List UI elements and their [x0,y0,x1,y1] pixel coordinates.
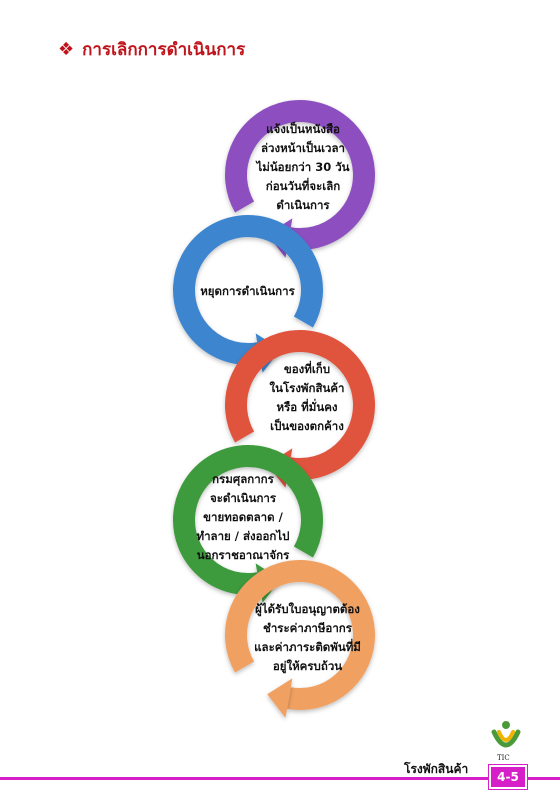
flow-step-line: หรือ ที่มั่นคง [276,400,338,414]
flow-arrowhead-5 [267,678,293,718]
flow-step-line: ทำลาย / ส่งออกไป [196,529,290,543]
flow-step-1-text: แจ้งเป็นหนังสือล่วงหน้าเป็นเวลาไม่น้อยกว… [248,120,358,215]
page-number-badge: 4-5 [489,765,527,789]
flow-arrow-2 [173,215,323,365]
flow-step-line: ของที่เก็บ [283,362,331,376]
flow-step-line: ไม่น้อยกว่า 30 วัน [256,160,350,174]
flow-step-line: ดำเนินการ [276,198,330,212]
flow-step-line: จะดำเนินการ [209,491,277,505]
flow-step-line: นอกราชอาณาจักร [196,548,290,562]
flow-step-line: และค่าภาระติดพันที่มี [254,640,361,654]
flow-arrow-5 [225,560,375,710]
flow-step-4-text: กรมศุลกากรจะดำเนินการขายทอดตลาด / ทำลาย /… [183,470,303,565]
tic-logo-icon [491,721,521,748]
flow-step-3-text: ของที่เก็บในโรงพักสินค้าหรือ ที่มั่นคงเป… [252,360,362,436]
flow-step-line: เป็นของตกค้าง [270,419,344,433]
diamond-bullet-icon: ❖ [58,38,75,60]
footer-label: โรงพักสินค้า [404,762,469,776]
flow-step-line: ผู้ได้รับใบอนุญาตต้อง [255,602,360,616]
flow-step-line: ล่วงหน้าเป็นเวลา [260,141,345,155]
flow-step-line: ขายทอดตลาด / [203,510,283,524]
section-heading: ❖ การเลิกการดำเนินการ [58,36,245,63]
flow-step-line: ในโรงพักสินค้า [269,381,345,395]
flow-step-line: แจ้งเป็นหนังสือ [266,122,340,136]
flow-arrow-1 [225,100,375,250]
section-title: การเลิกการดำเนินการ [82,40,246,60]
footer-rule [0,777,560,780]
logo-label: TIC [497,754,510,762]
flow-step-line: ชำระค่าภาษีอากร [263,621,352,635]
flow-step-line: ก่อนวันที่จะเลิก [265,179,341,193]
flow-arrow-4 [173,445,323,595]
flow-step-line: กรมศุลกากร [212,472,274,486]
flow-step-5-text: ผู้ได้รับใบอนุญาตต้องชำระค่าภาษีอากรและค… [240,600,375,676]
flow-step-line: หยุดการดำเนินการ [200,284,295,298]
flow-step-line: อยู่ให้ครบถ้วน [272,659,343,673]
flow-arrow-3 [225,330,375,480]
flow-step-2-text: หยุดการดำเนินการ [180,282,315,301]
